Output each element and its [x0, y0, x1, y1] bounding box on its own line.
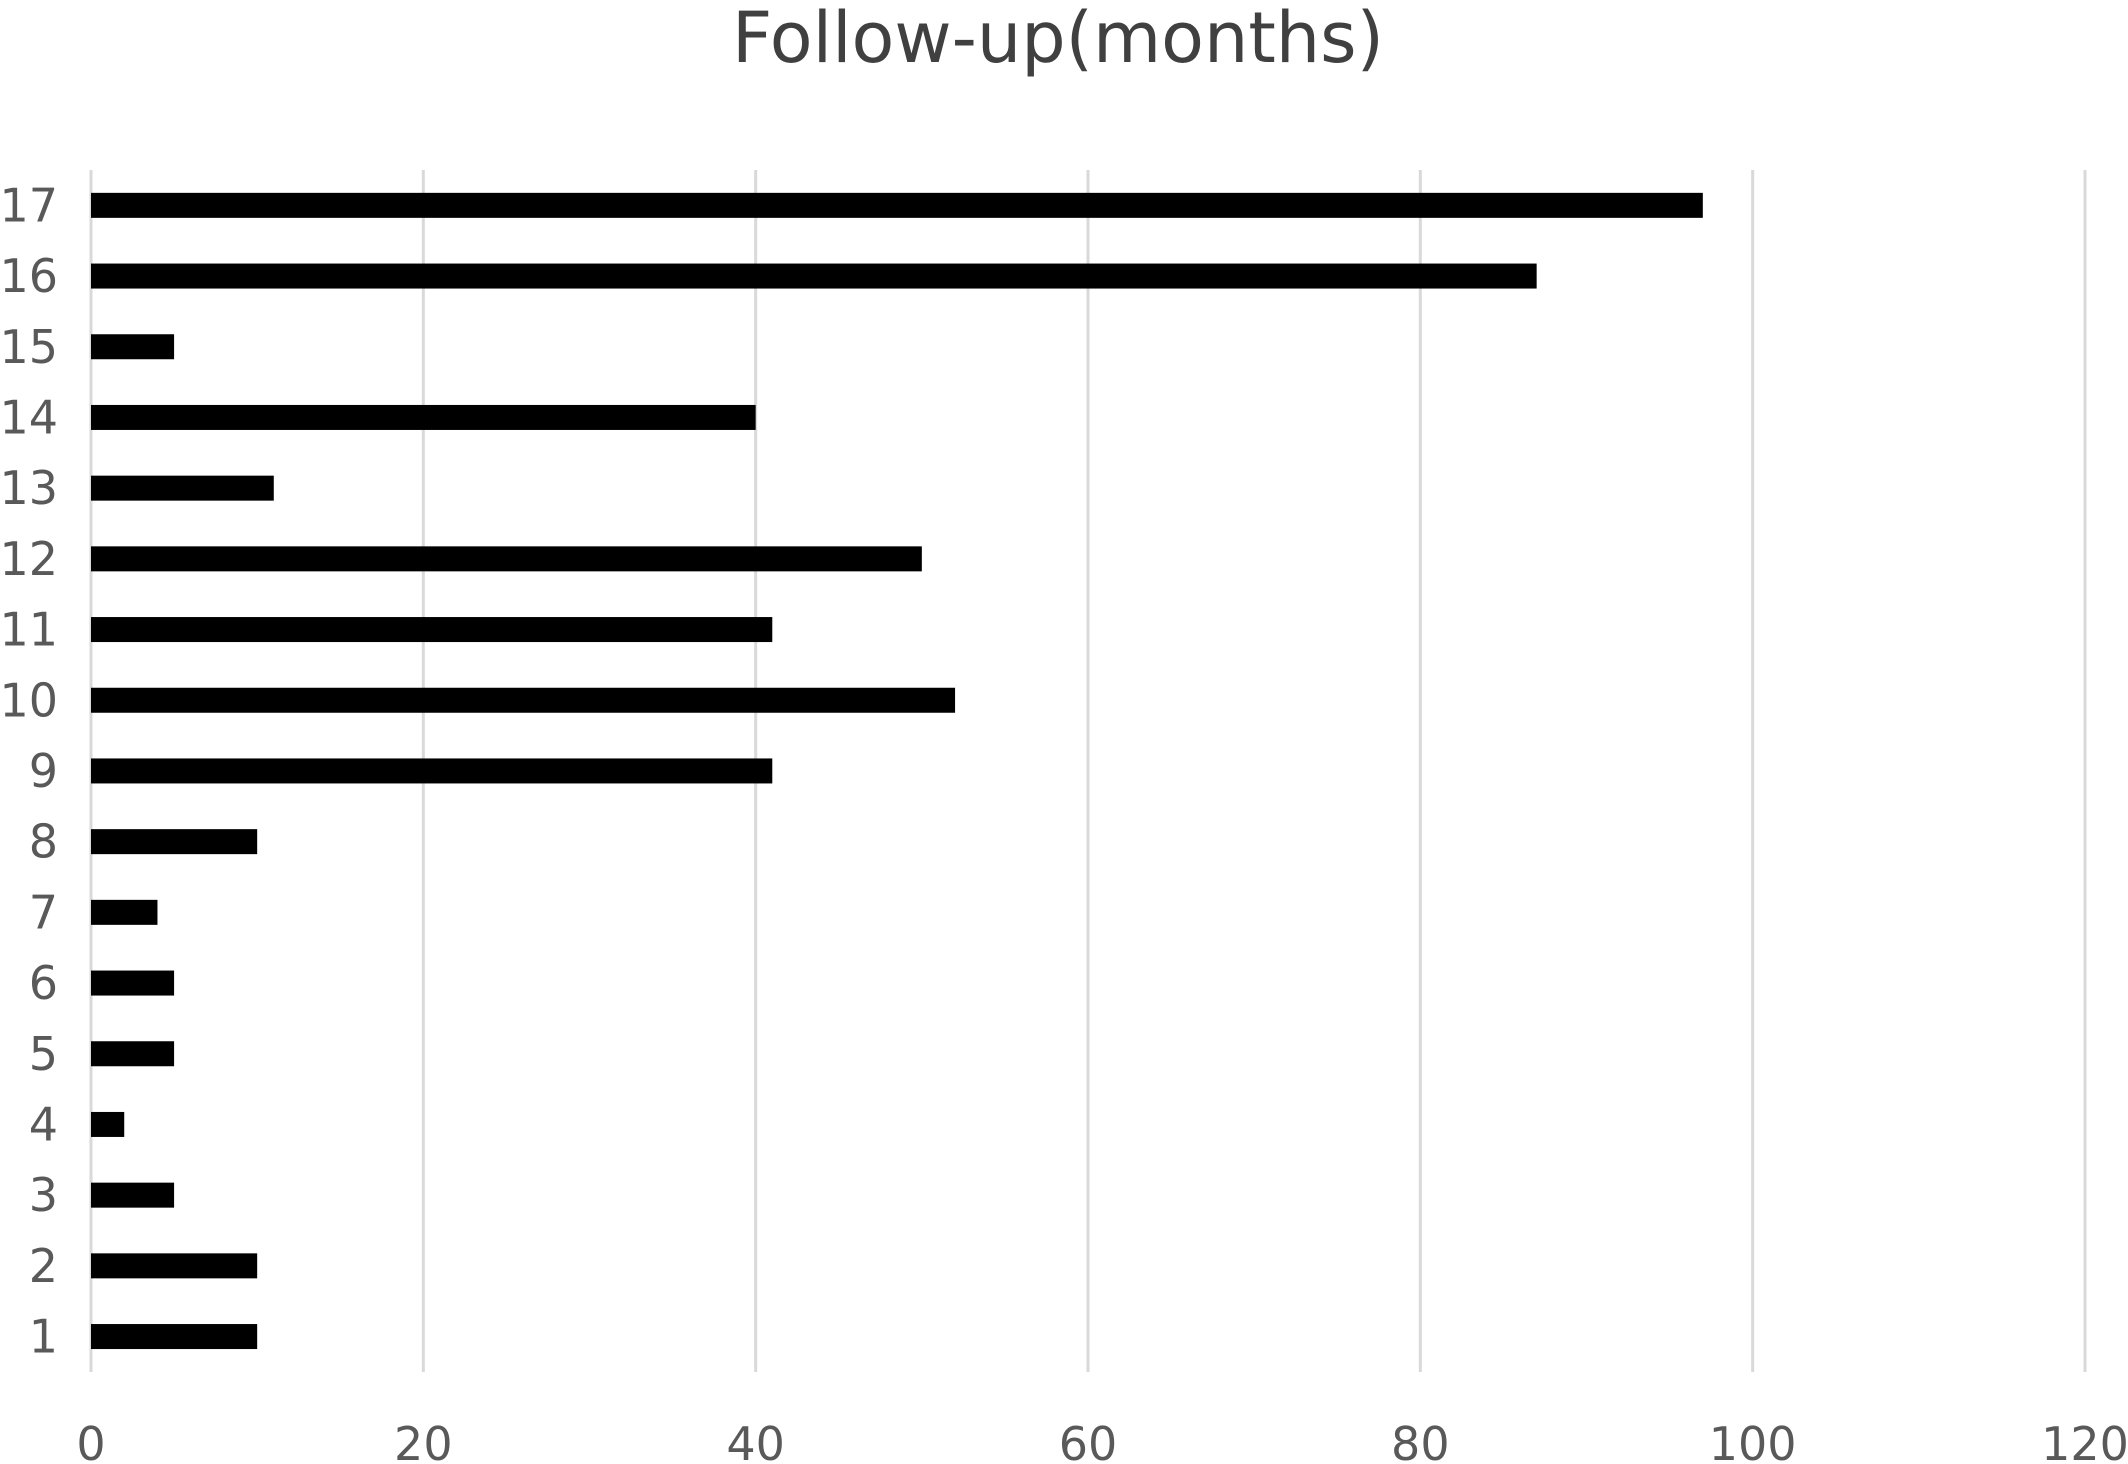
- y-tick-label: 8: [29, 815, 58, 869]
- x-tick-label: 40: [726, 1417, 785, 1464]
- bar-1: [91, 1324, 258, 1350]
- bar-16: [91, 263, 1537, 289]
- y-tick-label: 12: [0, 532, 58, 586]
- x-tick-label: 20: [394, 1417, 453, 1464]
- y-tick-label: 7: [29, 885, 58, 939]
- bar-6: [91, 970, 175, 996]
- x-tick-label: 120: [2041, 1417, 2128, 1464]
- y-tick-label: 16: [0, 249, 58, 303]
- y-tick-label: 17: [0, 178, 58, 232]
- x-tick-label: 80: [1391, 1417, 1450, 1464]
- y-tick-label: 5: [29, 1027, 58, 1081]
- bar-9: [91, 758, 773, 784]
- bar-14: [91, 404, 756, 430]
- bar-8: [91, 829, 258, 855]
- y-tick-label: 10: [0, 673, 58, 727]
- bar-4: [91, 1111, 125, 1137]
- x-tick-label: 0: [76, 1417, 105, 1464]
- bars: [91, 192, 1703, 1350]
- y-tick-label: 11: [0, 603, 58, 657]
- y-tick-label: 13: [0, 461, 58, 515]
- bar-10: [91, 687, 956, 713]
- y-tick-label: 1: [29, 1310, 58, 1364]
- y-tick-label: 2: [29, 1239, 58, 1293]
- bar-12: [91, 546, 922, 572]
- bar-13: [91, 475, 274, 501]
- bar-15: [91, 334, 175, 360]
- y-tick-label: 9: [29, 744, 58, 798]
- bar-17: [91, 192, 1703, 218]
- y-tick-label: 14: [0, 390, 58, 444]
- x-tick-label: 60: [1059, 1417, 1118, 1464]
- bar-7: [91, 899, 158, 925]
- x-tick-label: 100: [1709, 1417, 1797, 1464]
- y-tick-label: 4: [29, 1097, 58, 1151]
- x-axis-tick-labels: 0 20 40 60 80 100 120: [76, 1417, 2128, 1464]
- bar-5: [91, 1041, 175, 1067]
- y-tick-label: 15: [0, 320, 58, 374]
- y-tick-label: 6: [29, 956, 58, 1010]
- y-tick-label: 3: [29, 1168, 58, 1222]
- bar-2: [91, 1253, 258, 1279]
- chart-title: Follow-up(months): [732, 0, 1384, 79]
- bar-11: [91, 617, 773, 643]
- bar-3: [91, 1182, 175, 1208]
